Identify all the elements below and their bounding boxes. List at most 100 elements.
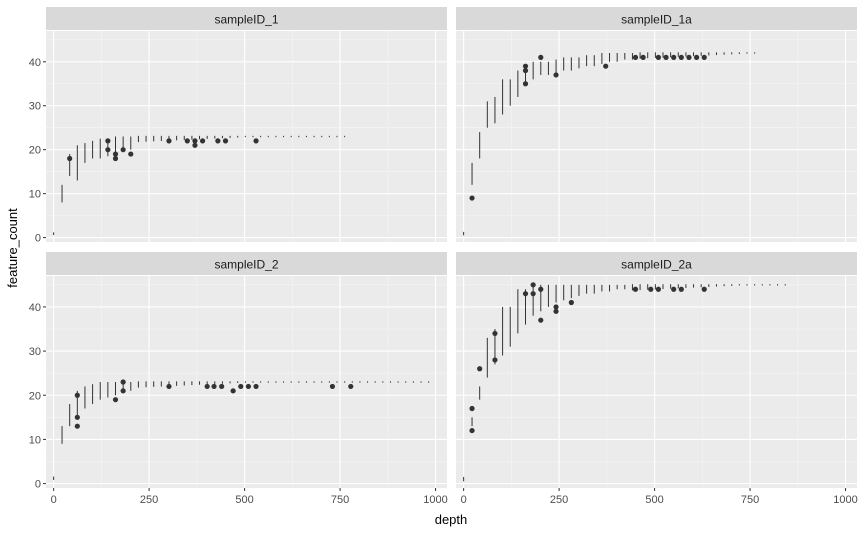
y-tick-label: 20 [29, 145, 41, 157]
outlier-point [522, 63, 529, 69]
outlier-point [678, 54, 684, 60]
panel-background-sampleid-1a [456, 31, 857, 242]
outlier-point [538, 54, 544, 60]
outlier-point [219, 383, 225, 390]
outlier-point [348, 383, 354, 390]
outlier-point [253, 138, 259, 144]
outlier-point [678, 286, 684, 292]
outlier-point [522, 291, 529, 297]
outlier-point [105, 138, 111, 144]
facet-strip-sampleid-2a [456, 252, 857, 275]
outlier-point [112, 397, 119, 403]
x-axis-title: depth [435, 512, 468, 527]
x-tick-label: 250 [140, 494, 158, 506]
outlier-point [522, 67, 529, 74]
y-axis-title: feature_count [5, 208, 20, 288]
outlier-point [211, 383, 217, 390]
outlier-point [469, 195, 475, 201]
outlier-point [632, 286, 639, 292]
outlier-point [492, 357, 498, 363]
outlier-point [469, 405, 475, 412]
outlier-point [105, 147, 111, 153]
outlier-point [553, 308, 559, 314]
x-tick-label: 500 [645, 494, 663, 506]
x-tick-label: 1000 [833, 494, 857, 506]
x-tick-label: 0 [461, 494, 467, 506]
facet-strip-label-sampleid-1a: sampleID_1a [621, 13, 692, 27]
outlier-point [120, 379, 126, 385]
x-tick-label: 500 [235, 494, 253, 506]
y-tick-label: 20 [29, 390, 41, 402]
y-tick-label: 40 [29, 302, 41, 314]
x-tick-label: 1000 [423, 494, 447, 506]
facet-strip-sampleid-1 [46, 7, 447, 30]
outlier-point [492, 330, 498, 337]
y-tick-label: 30 [29, 101, 41, 113]
outlier-point [215, 138, 221, 144]
x-tick-label: 250 [550, 494, 568, 506]
y-tick-label: 0 [35, 233, 41, 245]
outlier-point [120, 388, 126, 394]
y-tick-label: 10 [29, 189, 41, 201]
outlier-point [655, 54, 662, 60]
outlier-point [253, 383, 259, 390]
outlier-point [701, 54, 707, 60]
outlier-point [655, 286, 662, 292]
panel-background-sampleid-2a [456, 276, 857, 488]
outlier-point [204, 383, 210, 390]
outlier-point [522, 81, 529, 87]
outlier-point [67, 155, 73, 162]
x-tick-label: 750 [331, 494, 349, 506]
outlier-point [222, 138, 229, 144]
facet-strip-sampleid-2 [46, 252, 447, 275]
outlier-point [530, 282, 536, 288]
outlier-point [530, 291, 536, 297]
outlier-point [671, 54, 677, 60]
outlier-point [538, 317, 544, 323]
outlier-point [663, 54, 669, 60]
y-tick-label: 10 [29, 434, 41, 446]
x-tick-label: 0 [51, 494, 57, 506]
outlier-point [568, 299, 574, 306]
outlier-point [112, 155, 119, 162]
x-tick-label: 750 [741, 494, 759, 506]
panel-background-sampleid-1 [46, 31, 447, 242]
outlier-point [74, 423, 80, 429]
y-tick-label: 0 [35, 479, 41, 491]
outlier-point [469, 427, 475, 434]
y-tick-label: 40 [29, 57, 41, 69]
outlier-point [120, 147, 126, 153]
outlier-point [74, 414, 80, 420]
outlier-point [329, 383, 336, 390]
outlier-point [166, 383, 172, 390]
outlier-point [694, 54, 700, 60]
outlier-point [74, 392, 80, 398]
outlier-point [701, 286, 707, 292]
outlier-point [192, 142, 198, 148]
outlier-point [640, 54, 646, 60]
outlier-point [112, 151, 119, 157]
outlier-point [538, 286, 544, 292]
outlier-point [632, 54, 639, 60]
y-tick-label: 30 [29, 346, 41, 358]
facet-strip-label-sampleid-1: sampleID_1 [214, 13, 278, 27]
outlier-point [192, 138, 198, 144]
panel-background-sampleid-2 [46, 276, 447, 488]
outlier-point [230, 388, 236, 394]
outlier-point [603, 63, 609, 69]
facet-strip-sampleid-1a [456, 7, 857, 30]
facet-strip-label-sampleid-2a: sampleID_2a [621, 258, 692, 272]
facet-strip-label-sampleid-2: sampleID_2 [214, 258, 278, 272]
outlier-point [128, 151, 134, 157]
outlier-point [671, 286, 677, 292]
outlier-point [166, 138, 172, 144]
outlier-point [238, 383, 244, 390]
outlier-point [686, 54, 692, 60]
outlier-point [199, 138, 206, 144]
outlier-point [184, 138, 190, 144]
outlier-point [648, 286, 654, 292]
outlier-point [553, 72, 559, 78]
outlier-point [553, 304, 559, 310]
outlier-point [477, 366, 483, 372]
